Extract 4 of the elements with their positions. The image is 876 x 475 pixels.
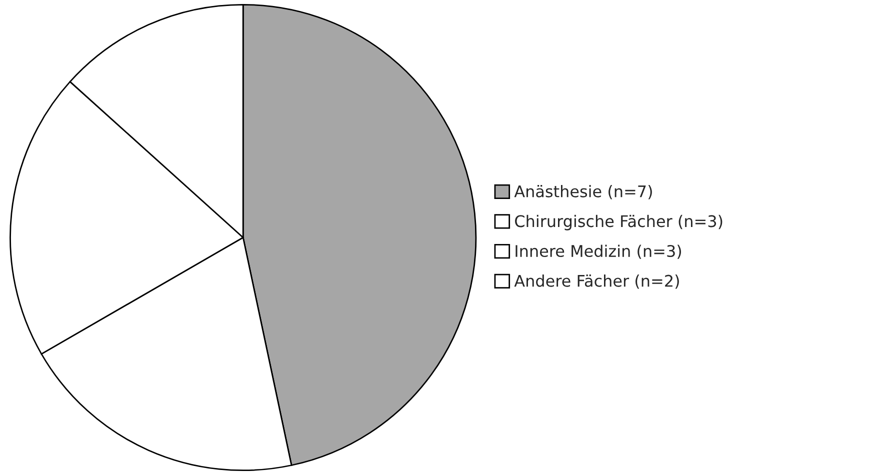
legend-label: Anästhesie (n=7) <box>514 185 652 200</box>
legend-label: Chirurgische Fächer (n=3) <box>515 214 722 230</box>
legend-label: Andere Fächer (n=2) <box>514 274 679 289</box>
legend-label: Innere Medizin (n=3) <box>516 244 681 259</box>
